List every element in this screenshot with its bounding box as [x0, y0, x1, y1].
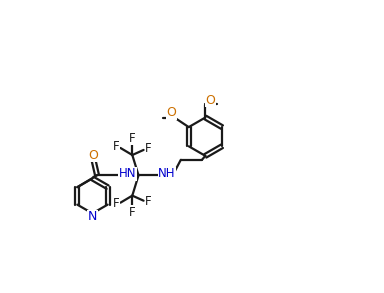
Text: F: F — [129, 132, 136, 144]
Text: F: F — [146, 195, 152, 208]
Text: F: F — [146, 142, 152, 155]
Text: O: O — [166, 106, 176, 120]
Text: HN: HN — [119, 167, 136, 180]
Text: NH: NH — [158, 167, 176, 180]
Text: N: N — [88, 210, 97, 223]
Text: O: O — [205, 93, 215, 107]
Text: F: F — [113, 140, 119, 153]
Text: F: F — [129, 206, 136, 219]
Text: F: F — [113, 197, 119, 210]
Text: O: O — [88, 149, 98, 161]
